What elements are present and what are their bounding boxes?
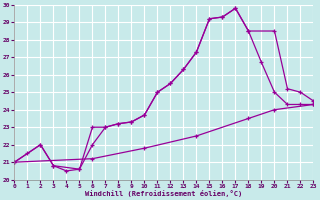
X-axis label: Windchill (Refroidissement éolien,°C): Windchill (Refroidissement éolien,°C) xyxy=(85,190,243,197)
